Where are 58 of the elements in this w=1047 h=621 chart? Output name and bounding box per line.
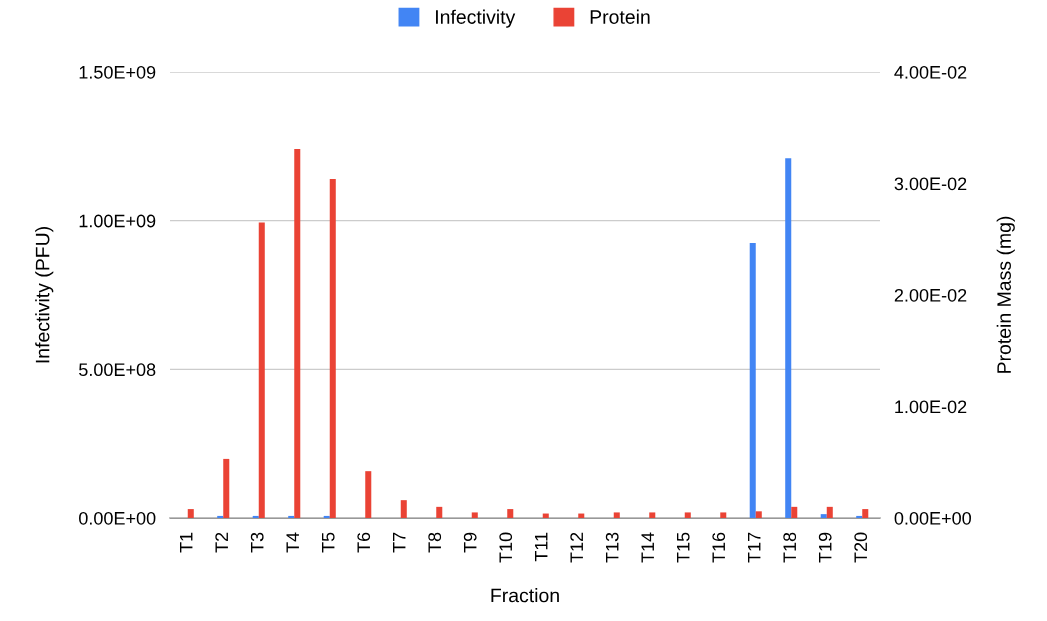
bar bbox=[649, 512, 656, 518]
y2-tick-label: 4.00E-02 bbox=[894, 65, 967, 79]
bar bbox=[323, 515, 330, 518]
x-tick-label: T2 bbox=[215, 532, 228, 553]
bar bbox=[294, 148, 301, 518]
x-tick-label: T19 bbox=[818, 532, 832, 563]
bar bbox=[507, 509, 514, 518]
bar bbox=[223, 458, 230, 518]
bar bbox=[436, 506, 443, 518]
x-tick-label: T5 bbox=[322, 532, 335, 553]
bar bbox=[400, 500, 407, 518]
y-tick-label: 1.50E+09 bbox=[79, 65, 156, 79]
legend-label: Infectivity bbox=[436, 9, 516, 28]
bar bbox=[749, 242, 756, 518]
y2-tick-label: 0.00E+00 bbox=[894, 511, 971, 525]
y-tick-label: 0.00E+00 bbox=[79, 511, 156, 525]
y-tick-label: 1.00E+09 bbox=[79, 214, 156, 228]
x-tick-label: T12 bbox=[570, 532, 583, 563]
legend-label: Protein bbox=[590, 9, 650, 24]
y2-axis-title: Protein Mass (mg) bbox=[996, 216, 1015, 373]
x-tick-label: T17 bbox=[748, 532, 761, 563]
bar bbox=[862, 509, 869, 518]
bar bbox=[252, 515, 259, 518]
x-axis-title: Fraction bbox=[491, 588, 559, 603]
bar bbox=[791, 506, 798, 518]
bar bbox=[684, 512, 691, 518]
bar bbox=[365, 471, 372, 518]
x-tick-label: T10 bbox=[499, 532, 513, 563]
y-tick-label: 5.00E+08 bbox=[79, 363, 156, 377]
x-tick-label: T1 bbox=[180, 532, 193, 553]
x-tick-label: T6 bbox=[357, 532, 371, 553]
bar bbox=[613, 512, 620, 518]
bar bbox=[785, 158, 792, 518]
y2-tick-label: 3.00E-02 bbox=[894, 177, 967, 191]
bar bbox=[258, 222, 265, 518]
y2-tick-label: 1.00E-02 bbox=[895, 400, 967, 414]
x-tick-label: T14 bbox=[641, 532, 654, 563]
x-tick-label: T13 bbox=[605, 532, 619, 563]
x-tick-label: T18 bbox=[783, 532, 797, 563]
bar bbox=[826, 506, 833, 518]
y2-tick-label: 2.00E-02 bbox=[894, 288, 967, 302]
x-tick-label: T16 bbox=[712, 532, 726, 563]
x-tick-label: T11 bbox=[535, 532, 548, 562]
x-tick-label: T3 bbox=[250, 532, 264, 553]
x-tick-label: T15 bbox=[677, 532, 690, 563]
bar bbox=[755, 511, 762, 518]
y-axis-title: Infectivity (PFU) bbox=[35, 227, 54, 363]
x-tick-label: T8 bbox=[428, 532, 442, 553]
x-tick-label: T20 bbox=[854, 532, 868, 563]
bar bbox=[329, 179, 336, 518]
bar bbox=[187, 509, 194, 518]
bar bbox=[217, 515, 224, 518]
bar bbox=[288, 515, 295, 518]
x-tick-label: T7 bbox=[393, 532, 406, 553]
bar bbox=[471, 512, 478, 518]
x-tick-label: T9 bbox=[463, 532, 477, 553]
bar bbox=[720, 512, 727, 518]
x-tick-label: T4 bbox=[286, 532, 299, 553]
